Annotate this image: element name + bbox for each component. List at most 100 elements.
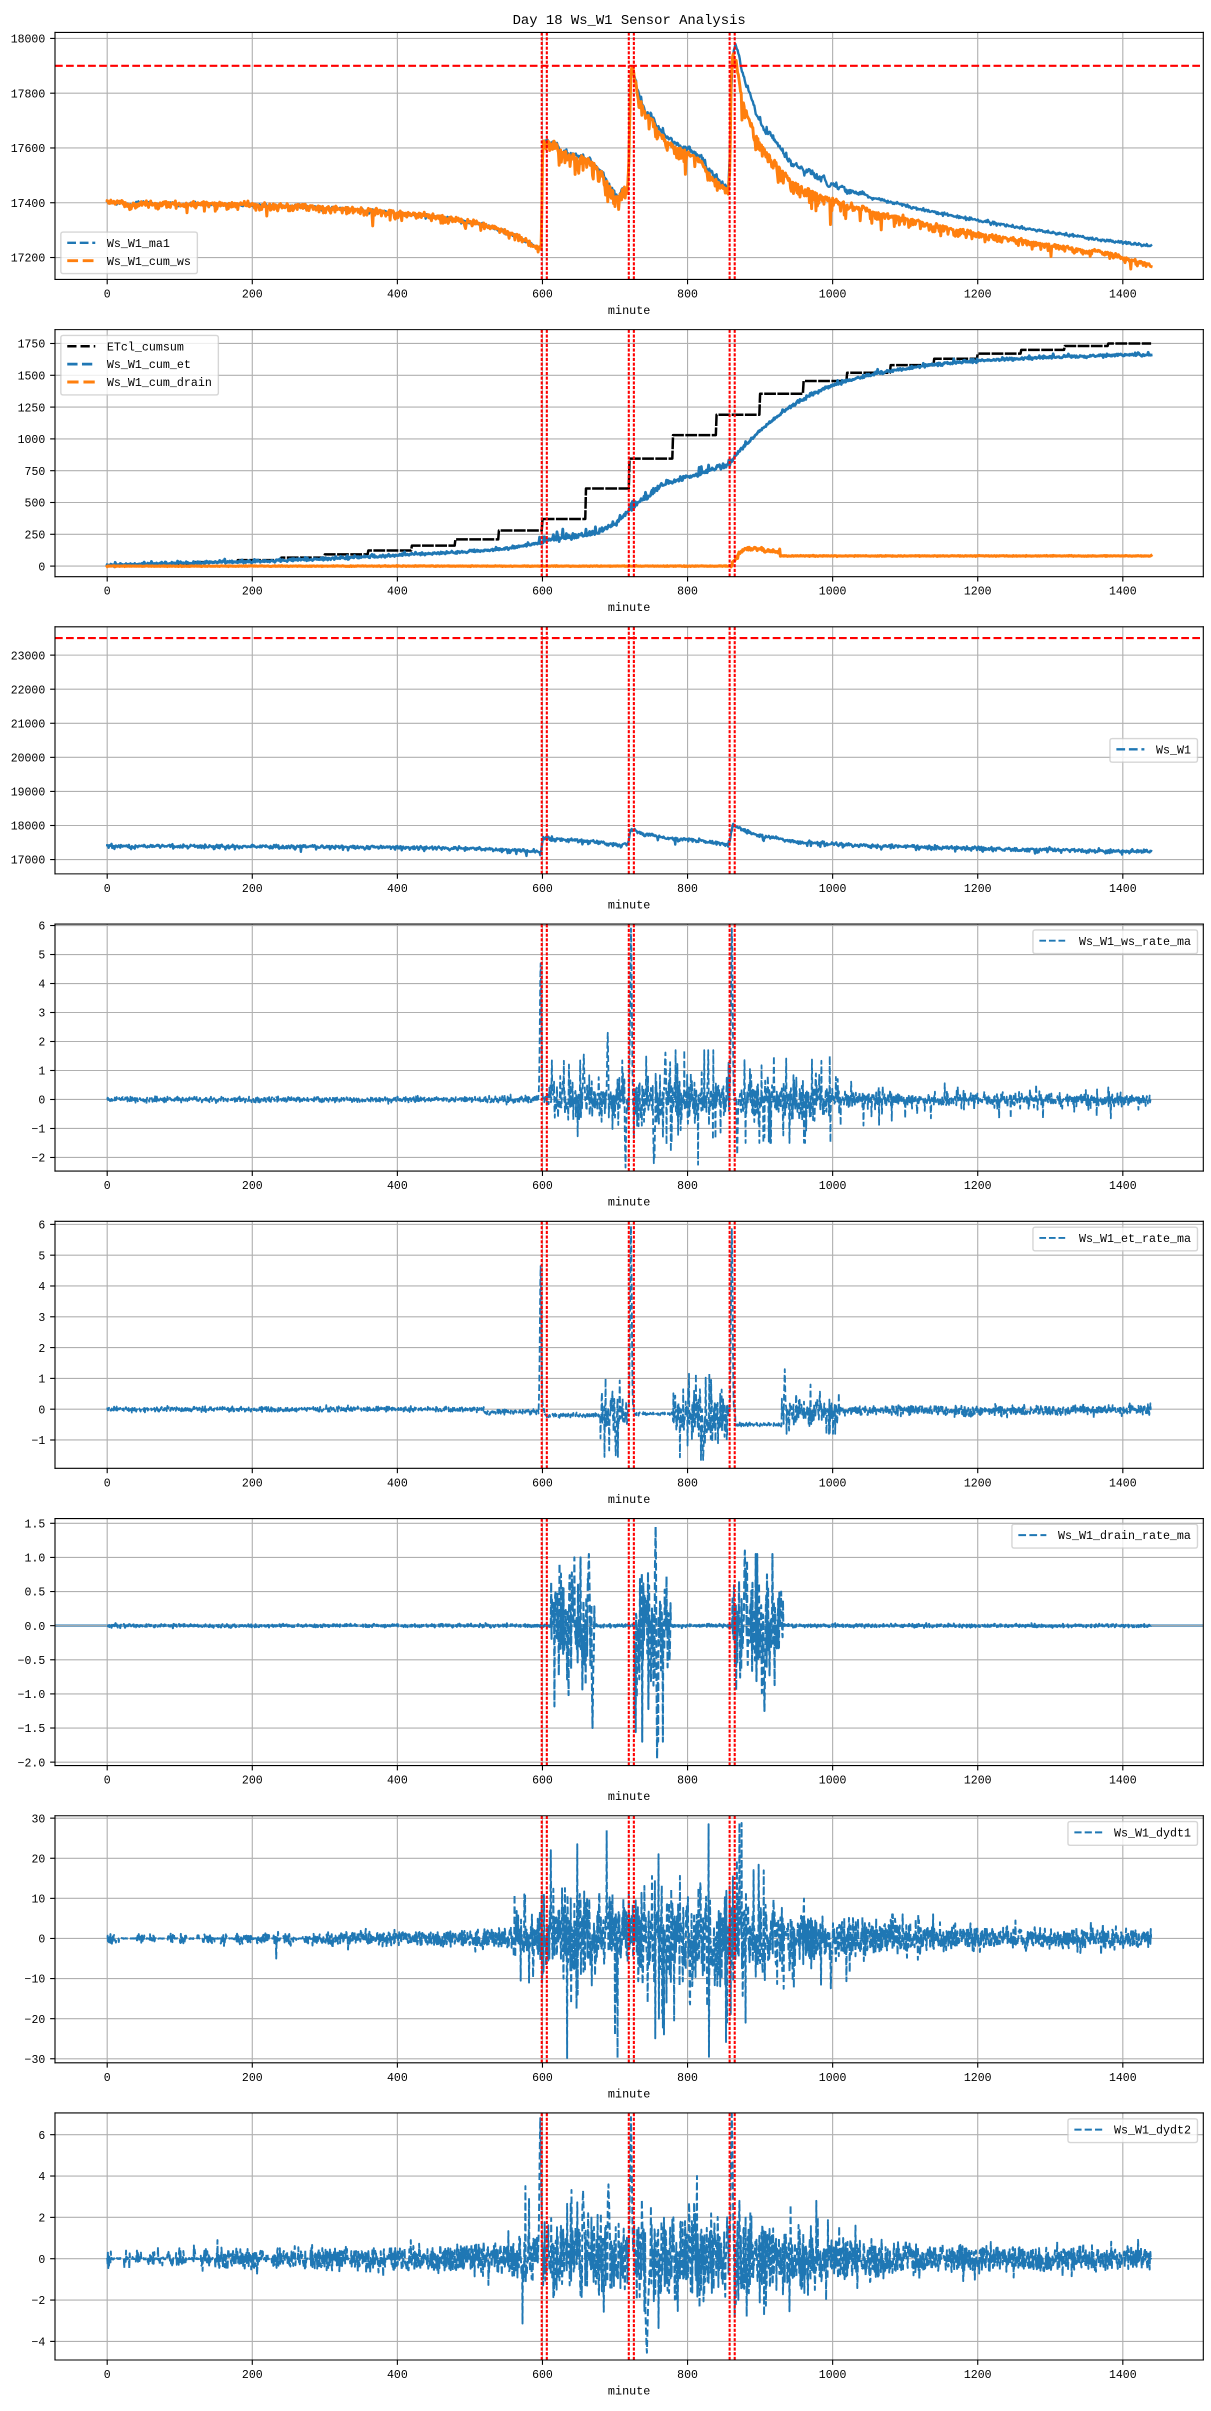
svg-text:1200: 1200	[964, 289, 992, 302]
svg-text:17600: 17600	[11, 143, 46, 156]
svg-text:0: 0	[38, 1404, 45, 1417]
svg-text:1200: 1200	[964, 1477, 992, 1490]
svg-text:1.0: 1.0	[25, 1553, 46, 1566]
svg-text:800: 800	[677, 883, 698, 896]
svg-text:1500: 1500	[18, 370, 46, 383]
svg-text:1.5: 1.5	[25, 1518, 46, 1531]
svg-text:800: 800	[677, 2369, 698, 2382]
svg-text:1250: 1250	[18, 402, 46, 415]
svg-text:Ws_W1: Ws_W1	[1156, 743, 1191, 757]
svg-text:30: 30	[31, 1813, 45, 1826]
svg-text:2: 2	[38, 1343, 45, 1356]
svg-text:600: 600	[532, 586, 553, 599]
svg-text:0: 0	[104, 2072, 111, 2085]
svg-text:1200: 1200	[964, 1775, 992, 1788]
svg-text:0: 0	[38, 2254, 45, 2267]
svg-text:800: 800	[677, 1477, 698, 1490]
svg-text:20000: 20000	[11, 753, 46, 766]
svg-text:10: 10	[31, 1894, 45, 1907]
svg-text:600: 600	[532, 1477, 553, 1490]
svg-text:1200: 1200	[964, 883, 992, 896]
svg-text:3: 3	[38, 1008, 45, 1021]
svg-text:600: 600	[532, 2369, 553, 2382]
svg-text:400: 400	[387, 2369, 408, 2382]
svg-text:4: 4	[38, 2171, 45, 2184]
svg-text:4: 4	[38, 979, 45, 992]
svg-text:1200: 1200	[964, 1180, 992, 1193]
svg-text:1400: 1400	[1109, 1180, 1137, 1193]
svg-text:minute: minute	[608, 2087, 650, 2101]
svg-text:600: 600	[532, 289, 553, 302]
svg-text:0.0: 0.0	[25, 1621, 46, 1634]
svg-text:200: 200	[242, 1180, 263, 1193]
svg-text:0: 0	[104, 586, 111, 599]
svg-text:800: 800	[677, 289, 698, 302]
svg-text:minute: minute	[608, 1790, 650, 1804]
svg-text:20: 20	[31, 1853, 45, 1866]
svg-text:Ws_W1_ma1: Ws_W1_ma1	[107, 237, 170, 251]
svg-text:1400: 1400	[1109, 289, 1137, 302]
svg-text:1400: 1400	[1109, 883, 1137, 896]
svg-text:0: 0	[38, 561, 45, 574]
svg-text:0: 0	[38, 1934, 45, 1947]
svg-text:Day 18 Ws_W1 Sensor Analysis: Day 18 Ws_W1 Sensor Analysis	[513, 13, 746, 29]
svg-text:Ws_W1_drain_rate_ma: Ws_W1_drain_rate_ma	[1058, 1529, 1191, 1543]
svg-text:Ws_W1_ws_rate_ma: Ws_W1_ws_rate_ma	[1079, 935, 1191, 949]
svg-text:200: 200	[242, 883, 263, 896]
svg-text:18000: 18000	[11, 34, 46, 47]
svg-text:2: 2	[38, 2213, 45, 2226]
svg-text:400: 400	[387, 1180, 408, 1193]
svg-text:750: 750	[25, 466, 46, 479]
svg-text:minute: minute	[608, 304, 650, 318]
svg-text:minute: minute	[608, 1493, 650, 1507]
svg-text:Ws_W1_et_rate_ma: Ws_W1_et_rate_ma	[1079, 1232, 1191, 1246]
svg-text:−1.5: −1.5	[18, 1723, 46, 1736]
svg-text:6: 6	[38, 2130, 45, 2143]
svg-text:−2.0: −2.0	[18, 1757, 46, 1770]
svg-text:−30: −30	[25, 2054, 46, 2067]
svg-text:Ws_W1_cum_et: Ws_W1_cum_et	[107, 358, 191, 372]
svg-text:Ws_W1_cum_drain: Ws_W1_cum_drain	[107, 376, 212, 390]
svg-text:1000: 1000	[819, 289, 847, 302]
svg-text:1000: 1000	[18, 434, 46, 447]
svg-text:0: 0	[38, 1095, 45, 1108]
svg-text:600: 600	[532, 1775, 553, 1788]
svg-text:−1: −1	[31, 1124, 45, 1137]
svg-text:−2: −2	[31, 2295, 45, 2308]
svg-text:400: 400	[387, 883, 408, 896]
svg-text:Ws_W1_dydt1: Ws_W1_dydt1	[1114, 1826, 1191, 1840]
svg-text:600: 600	[532, 2072, 553, 2085]
svg-text:minute: minute	[608, 898, 650, 912]
svg-text:minute: minute	[608, 1196, 650, 1210]
svg-text:Ws_W1_cum_ws: Ws_W1_cum_ws	[107, 255, 191, 269]
svg-text:3: 3	[38, 1312, 45, 1325]
svg-text:800: 800	[677, 2072, 698, 2085]
svg-text:17200: 17200	[11, 253, 46, 266]
svg-text:19000: 19000	[11, 787, 46, 800]
svg-text:6: 6	[38, 1220, 45, 1233]
svg-text:5: 5	[38, 1250, 45, 1263]
svg-text:1400: 1400	[1109, 2369, 1137, 2382]
svg-text:17000: 17000	[11, 855, 46, 868]
svg-text:250: 250	[25, 529, 46, 542]
svg-text:−1: −1	[31, 1435, 45, 1448]
svg-text:200: 200	[242, 586, 263, 599]
svg-text:1400: 1400	[1109, 586, 1137, 599]
svg-text:1200: 1200	[964, 2369, 992, 2382]
svg-text:200: 200	[242, 2369, 263, 2382]
svg-text:0: 0	[104, 1775, 111, 1788]
svg-text:−2: −2	[31, 1153, 45, 1166]
svg-text:400: 400	[387, 586, 408, 599]
svg-text:1000: 1000	[819, 1180, 847, 1193]
svg-text:1000: 1000	[819, 1477, 847, 1490]
svg-text:Ws_W1_dydt2: Ws_W1_dydt2	[1114, 2124, 1191, 2138]
svg-text:200: 200	[242, 2072, 263, 2085]
svg-text:−4: −4	[31, 2337, 45, 2350]
svg-text:1200: 1200	[964, 2072, 992, 2085]
svg-text:0: 0	[104, 1477, 111, 1490]
svg-text:minute: minute	[608, 2385, 650, 2399]
svg-text:800: 800	[677, 1180, 698, 1193]
svg-text:400: 400	[387, 1775, 408, 1788]
svg-text:21000: 21000	[11, 718, 46, 731]
svg-text:−0.5: −0.5	[18, 1655, 46, 1668]
